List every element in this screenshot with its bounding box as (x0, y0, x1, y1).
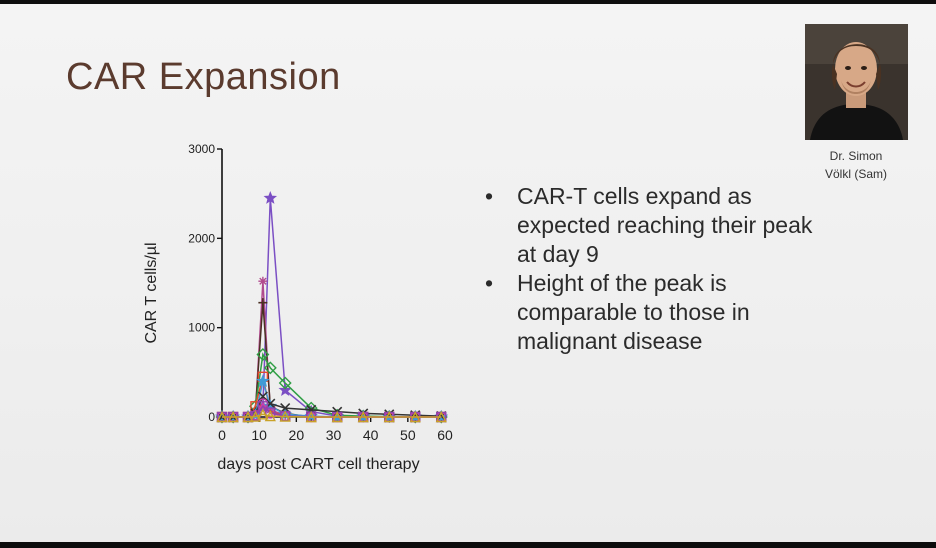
x-tick-label: 10 (251, 427, 267, 443)
y-axis-label: CAR T cells/µl (143, 242, 160, 343)
x-axis-label: days post CART cell therapy (217, 456, 419, 473)
data-point-triangle (264, 410, 276, 422)
bullet-symbol: • (485, 183, 494, 209)
x-tick-label: 60 (437, 427, 453, 443)
data-point-triangle (279, 410, 291, 422)
data-point-diamond (263, 361, 277, 375)
slide-title: CAR Expansion (66, 56, 341, 98)
bullet-list: • CAR-T cells expand as expected reachin… (485, 182, 815, 356)
data-point-triangle (227, 410, 239, 423)
data-point-triangle (357, 410, 369, 423)
data-point-star (263, 191, 278, 204)
data-point-triangle (331, 410, 343, 423)
x-tick-label: 50 (400, 427, 416, 443)
screen-bottom-edge (0, 542, 936, 548)
presenter-caption: Dr. Simon Völkl (Sam) (800, 147, 912, 183)
y-tick-label: 0 (208, 410, 215, 424)
data-point-triangle (305, 410, 317, 423)
data-point-triangle (249, 410, 262, 422)
series-line (222, 413, 442, 418)
presenter-photo (805, 24, 908, 140)
presenter-name-line2: Völkl (Sam) (824, 167, 887, 181)
data-point-triangle (257, 408, 269, 420)
data-point-asterisk (258, 276, 268, 286)
x-tick-label: 40 (363, 427, 379, 443)
data-point-triangle (383, 410, 395, 423)
x-tick-label: 20 (289, 427, 305, 443)
data-point-diamond (278, 376, 292, 390)
data-point-square (265, 407, 276, 418)
data-point-star (256, 374, 270, 387)
data-point-triangle (242, 410, 254, 423)
bullet-text: CAR-T cells expand as expected reaching … (517, 183, 813, 267)
data-point-triangle (409, 410, 421, 423)
bullet-item: • CAR-T cells expand as expected reachin… (485, 182, 815, 269)
bullet-item: • Height of the peak is comparable to th… (485, 269, 815, 356)
car-t-expansion-chart: 0 1000 2000 3000 0 10 20 30 40 50 60 days post CART… (130, 134, 460, 479)
series-line (222, 198, 442, 418)
y-tick-label: 3000 (188, 142, 215, 156)
presentation-slide: CAR Expansion Dr. Simon Völkl (Sam) 0 100… (0, 4, 936, 542)
presenter-name-line1: Dr. Simon (829, 149, 883, 163)
data-point-plus (258, 298, 268, 308)
bullet-text: Height of the peak is comparable to thos… (517, 270, 750, 354)
data-point-triangle (435, 410, 447, 423)
bullet-symbol: • (485, 270, 494, 296)
x-tick-label: 30 (326, 427, 342, 443)
series-line (222, 281, 442, 418)
chart-svg: 0 1000 2000 3000 0 10 20 30 40 50 60 days post CART… (143, 142, 453, 473)
series-line (222, 302, 442, 418)
presenter-portrait-image (805, 24, 908, 140)
x-tick-label: 0 (218, 427, 226, 443)
data-point-diamond (256, 347, 270, 361)
y-tick-label: 1000 (188, 321, 215, 335)
data-point-triangle (216, 410, 228, 423)
y-tick-label: 2000 (188, 231, 215, 245)
